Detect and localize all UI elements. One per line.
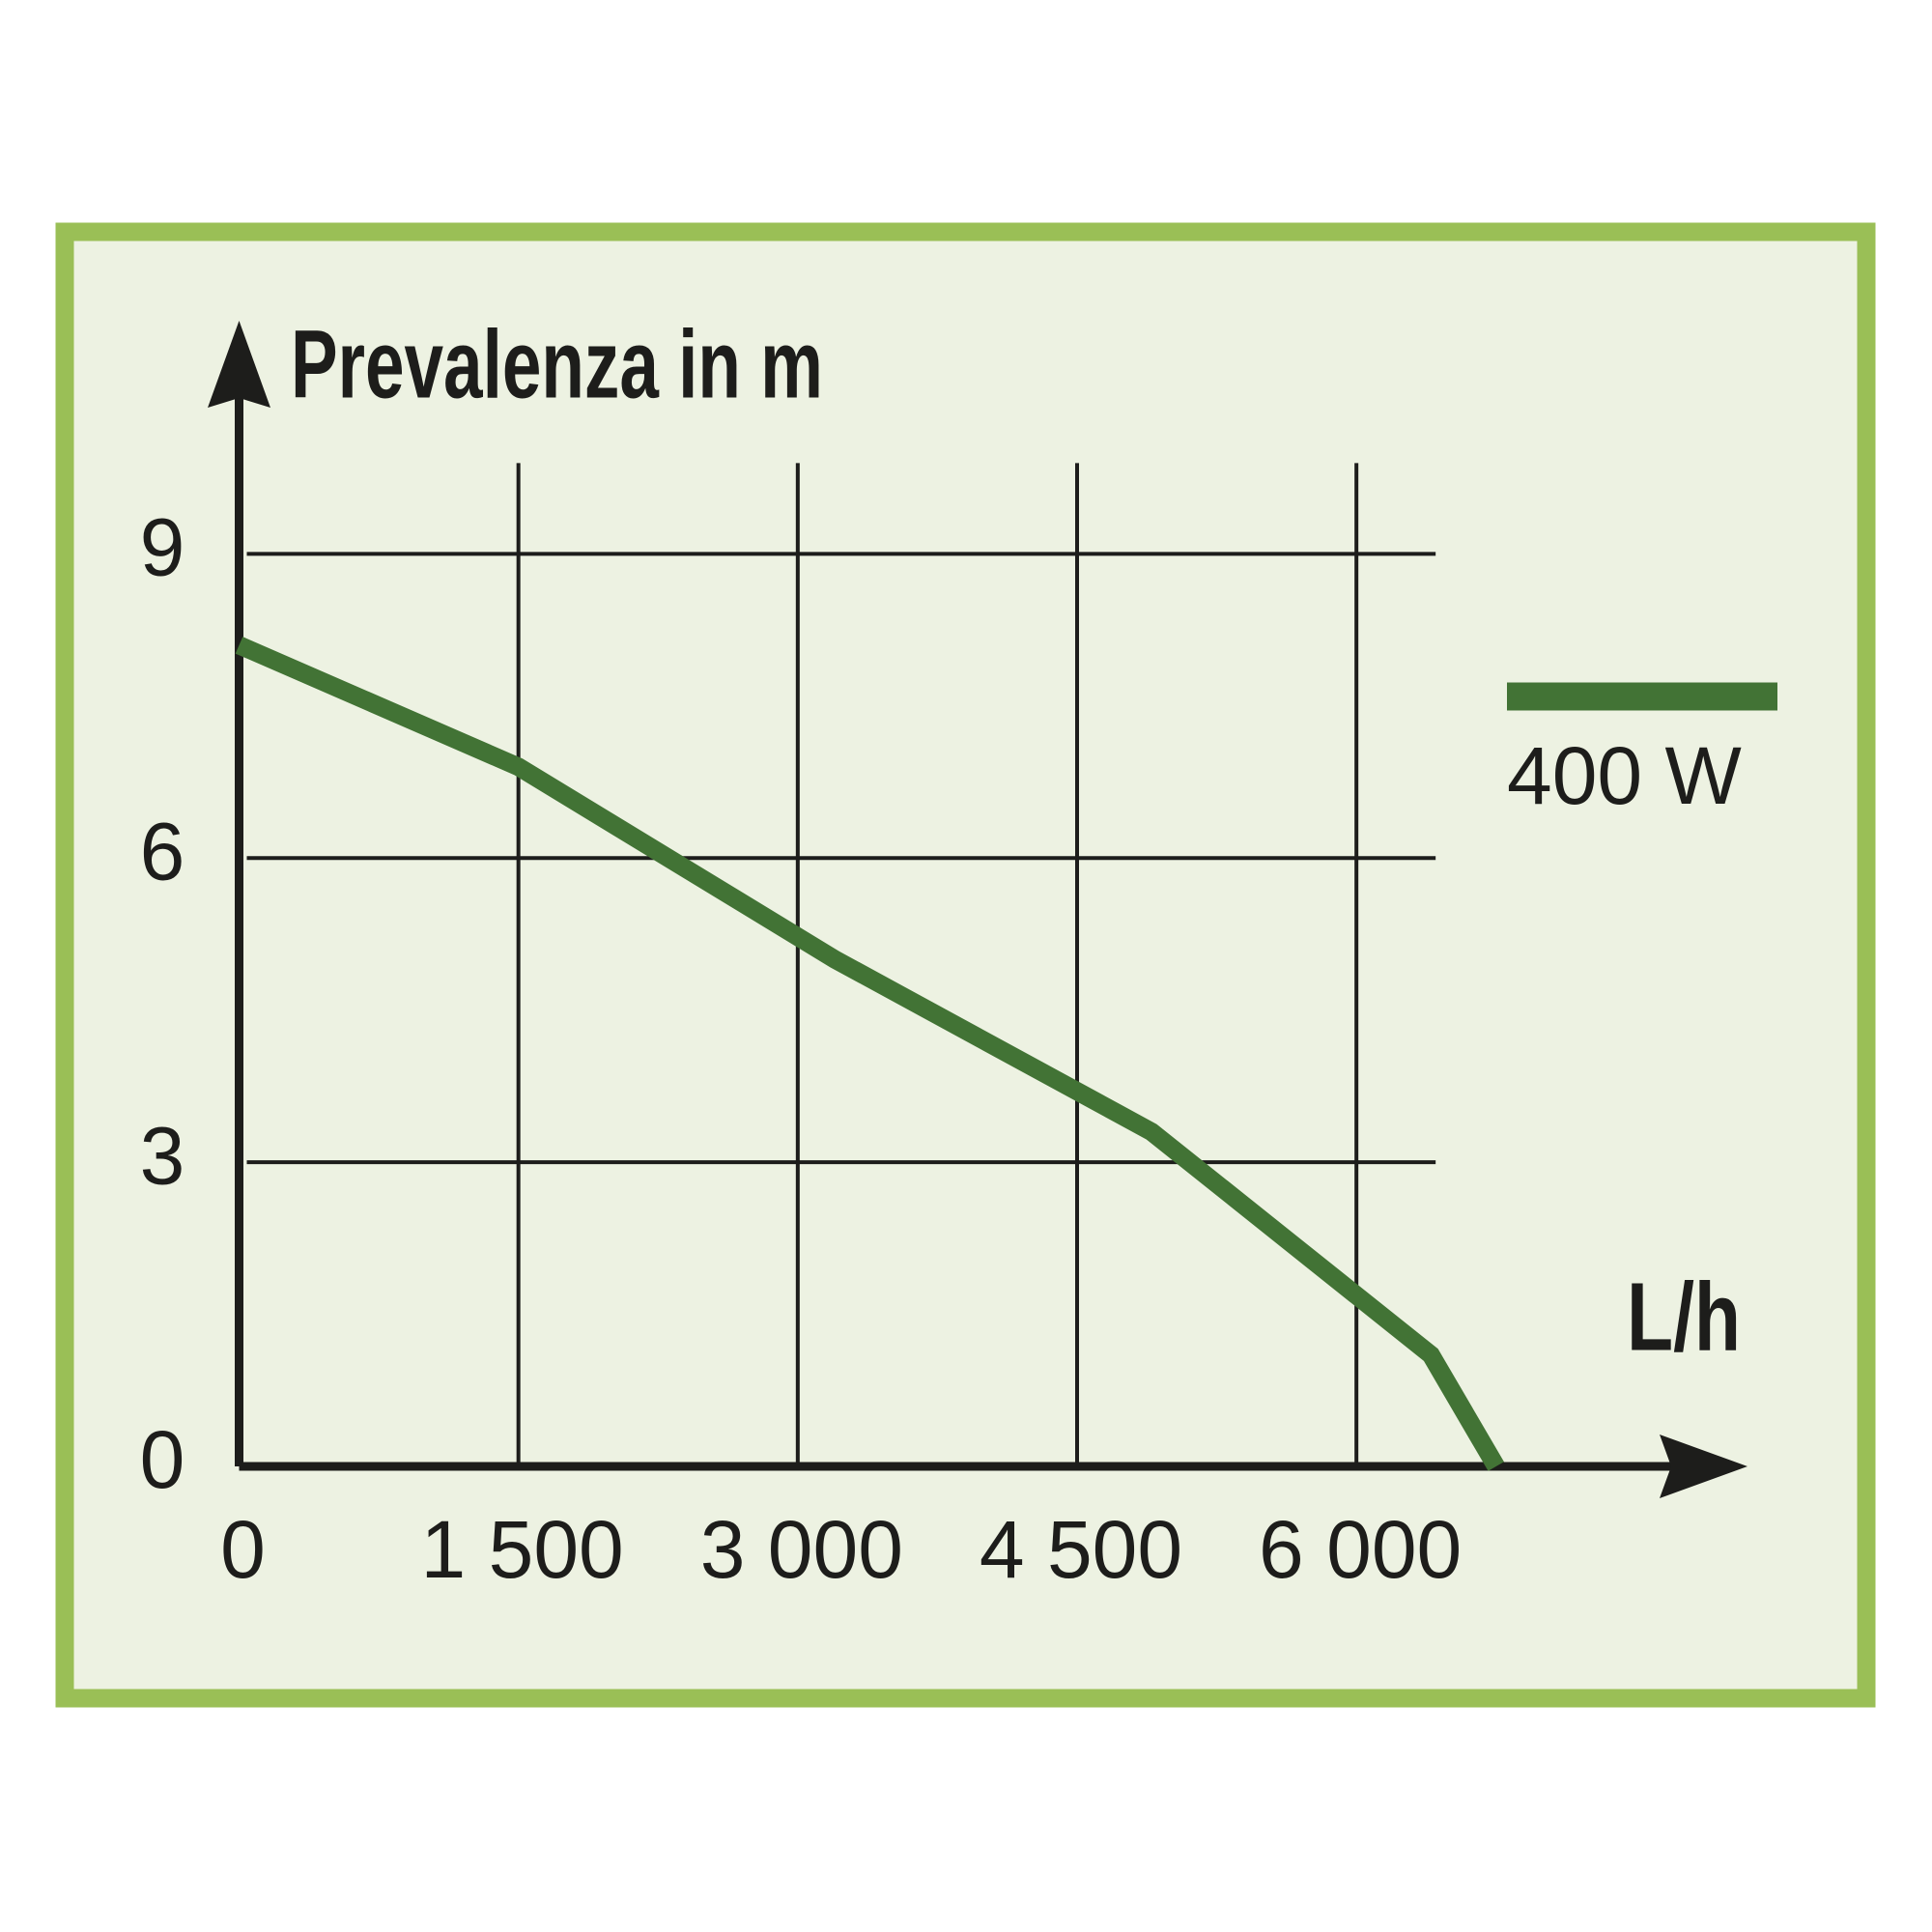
y-tick-label: 3 [140, 1110, 185, 1201]
x-tick-label: 6 000 [1259, 1504, 1462, 1595]
frame [55, 222, 1876, 1708]
y-axis-arrow [208, 321, 270, 408]
x-tick-label: 3 000 [700, 1504, 903, 1595]
x-tick-label: 1 500 [421, 1504, 624, 1595]
x-axis-title: L/h [1627, 1263, 1741, 1371]
y-tick-label: 9 [140, 502, 185, 593]
axes [208, 321, 1747, 1498]
data-line [235, 637, 1504, 1471]
y-axis-title: Prevalenza in m [291, 310, 823, 418]
x-tick-label: 0 [220, 1504, 266, 1595]
x-tick-label: 4 500 [980, 1504, 1182, 1595]
grid [246, 463, 1436, 1466]
x-axis-arrow [1660, 1435, 1747, 1498]
y-tick-label: 0 [140, 1414, 185, 1505]
y-tick-label: 6 [140, 806, 185, 896]
legend-label: 400 W [1507, 730, 1742, 821]
plot [235, 637, 1504, 1471]
